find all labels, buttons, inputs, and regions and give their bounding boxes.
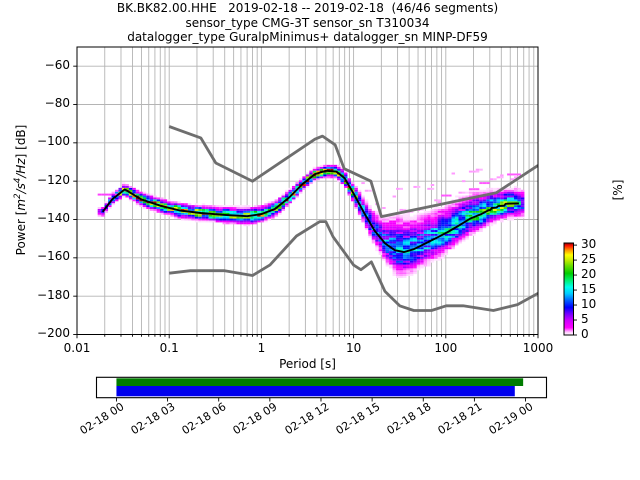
- x-tick-label: 1: [257, 341, 266, 355]
- y-tick-label: −180: [37, 287, 70, 302]
- timeline-processed-bar: [116, 378, 524, 386]
- colorbar-tick-label: 25: [581, 251, 597, 266]
- nlnm-noise-model-line: [169, 220, 538, 312]
- nhnm-noise-model-line: [168, 125, 538, 219]
- x-tick-label: 0.1: [159, 341, 179, 355]
- colorbar-tick-label: 20: [581, 266, 597, 281]
- colorbar: [563, 242, 574, 336]
- colorbar-tick-label: 10: [581, 296, 597, 311]
- y-tick-label: −120: [37, 172, 70, 187]
- x-axis-label: Period [s]: [279, 357, 336, 371]
- ppsd-histogram: [97, 164, 525, 278]
- title-line-2: sensor_type CMG-3T sensor_sn T310034: [185, 15, 430, 30]
- title-line-1: BK.BK82.00.HHE 2019-02-18 -- 2019-02-18 …: [116, 1, 499, 15]
- colorbar-tick-label: 5: [581, 311, 589, 326]
- mode-line: [101, 169, 519, 254]
- x-tick-label: 100: [434, 341, 458, 355]
- timeline-data-bar: [116, 386, 515, 397]
- axes-frame: [76, 46, 539, 335]
- y-tick-label: −200: [37, 326, 70, 340]
- x-tick-label: 0.01: [63, 341, 91, 355]
- colorbar-tick-label: 15: [581, 281, 597, 296]
- grid-lines: [76, 47, 539, 335]
- y-tick-label: −160: [37, 249, 70, 264]
- title-line-3: datalogger_type GuralpMinimus+ datalogge…: [127, 30, 488, 44]
- y-tick-label: −100: [37, 134, 70, 149]
- y-tick-label: −140: [37, 211, 70, 225]
- x-tick-label: 10: [345, 341, 362, 355]
- colorbar-tick-label: 0: [581, 326, 589, 341]
- y-tick-label: −80: [44, 96, 70, 110]
- x-tick-label: 1000: [522, 341, 554, 355]
- axis-ticks: [73, 65, 577, 402]
- y-tick-label: −60: [44, 57, 70, 72]
- colorbar-tick-label: 30: [581, 236, 597, 251]
